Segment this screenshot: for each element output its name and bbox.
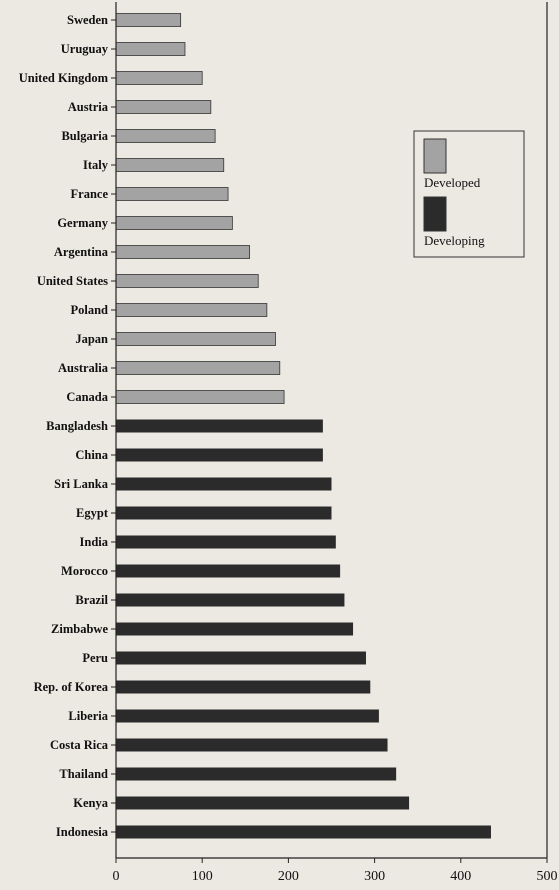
bar-germany — [115, 216, 233, 230]
category-label-indonesia: Indonesia — [56, 825, 109, 839]
category-label-united-states: United States — [37, 274, 108, 288]
bar-bangladesh — [116, 419, 323, 433]
bar-indonesia — [116, 825, 491, 839]
bar-france — [115, 187, 229, 201]
x-tick-label-100: 100 — [192, 869, 213, 884]
bar-costa-rica — [116, 738, 388, 752]
category-labels: Sweden Uruguay United Kingdom Austria Bulgar… — [19, 13, 109, 839]
legend-box — [413, 130, 525, 258]
x-tick-label-0: 0 — [113, 869, 120, 884]
bar-argentina — [115, 245, 251, 259]
category-label-rep-of-korea: Rep. of Korea — [34, 680, 109, 694]
category-label-uruguay: Uruguay — [61, 42, 109, 56]
bar-poland — [115, 303, 268, 317]
legend-swatch-developed — [423, 138, 447, 174]
category-label-india: India — [80, 535, 109, 549]
bar-sri-lanka — [116, 477, 332, 491]
bar-rep-of-korea — [116, 680, 371, 694]
category-label-france: France — [71, 187, 109, 201]
bar-united-kingdom — [115, 71, 203, 85]
category-label-china: China — [75, 448, 108, 462]
category-label-argentina: Argentina — [54, 245, 109, 259]
category-label-brazil: Brazil — [75, 593, 108, 607]
x-tick-label-200: 200 — [278, 869, 299, 884]
x-tick-label-400: 400 — [450, 869, 471, 884]
legend-label-developed: Developed — [424, 175, 481, 190]
category-label-morocco: Morocco — [61, 564, 108, 578]
category-label-liberia: Liberia — [68, 709, 108, 723]
bar-canada — [115, 390, 285, 404]
category-label-bulgaria: Bulgaria — [61, 129, 108, 143]
legend-swatch-developing — [423, 196, 447, 232]
category-label-austria: Austria — [68, 100, 109, 114]
x-tick-label-300: 300 — [364, 869, 385, 884]
category-label-japan: Japan — [75, 332, 108, 346]
category-label-zimbabwe: Zimbabwe — [51, 622, 108, 636]
category-label-canada: Canada — [66, 390, 108, 404]
x-tick-label-500: 500 — [537, 869, 558, 884]
bar-united-states — [115, 274, 259, 288]
x-axis: 0 100 200 300 400 500 — [111, 2, 558, 884]
category-label-peru: Peru — [82, 651, 108, 665]
bar-austria — [115, 100, 212, 114]
bar-india — [116, 535, 336, 549]
category-label-poland: Poland — [70, 303, 108, 317]
category-label-italy: Italy — [83, 158, 109, 172]
category-label-australia: Australia — [58, 361, 109, 375]
bar-zimbabwe — [116, 622, 354, 636]
legend: Developed Developing — [413, 130, 525, 258]
category-label-costa-rica: Costa Rica — [50, 738, 109, 752]
legend-label-developing: Developing — [424, 233, 485, 248]
bar-brazil — [116, 593, 345, 607]
category-label-sri-lanka: Sri Lanka — [54, 477, 109, 491]
bar-japan — [115, 332, 276, 346]
category-label-thailand: Thailand — [59, 767, 108, 781]
bar-sweden — [115, 13, 182, 27]
bar-bulgaria — [115, 129, 216, 143]
bar-kenya — [116, 796, 410, 810]
bar-china — [116, 448, 323, 462]
category-label-sweden: Sweden — [67, 13, 108, 27]
bar-italy — [115, 158, 225, 172]
bar-uruguay — [115, 42, 186, 56]
category-label-united-kingdom: United Kingdom — [19, 71, 109, 85]
category-label-kenya: Kenya — [73, 796, 108, 810]
category-label-bangladesh: Bangladesh — [46, 419, 108, 433]
bar-australia — [115, 361, 281, 375]
category-label-germany: Germany — [57, 216, 108, 230]
category-label-egypt: Egypt — [76, 506, 109, 520]
bars-layer — [115, 13, 491, 839]
bar-thailand — [116, 767, 397, 781]
bar-liberia — [116, 709, 379, 723]
bar-peru — [116, 651, 366, 665]
bar-egypt — [116, 506, 332, 520]
bar-morocco — [116, 564, 341, 578]
